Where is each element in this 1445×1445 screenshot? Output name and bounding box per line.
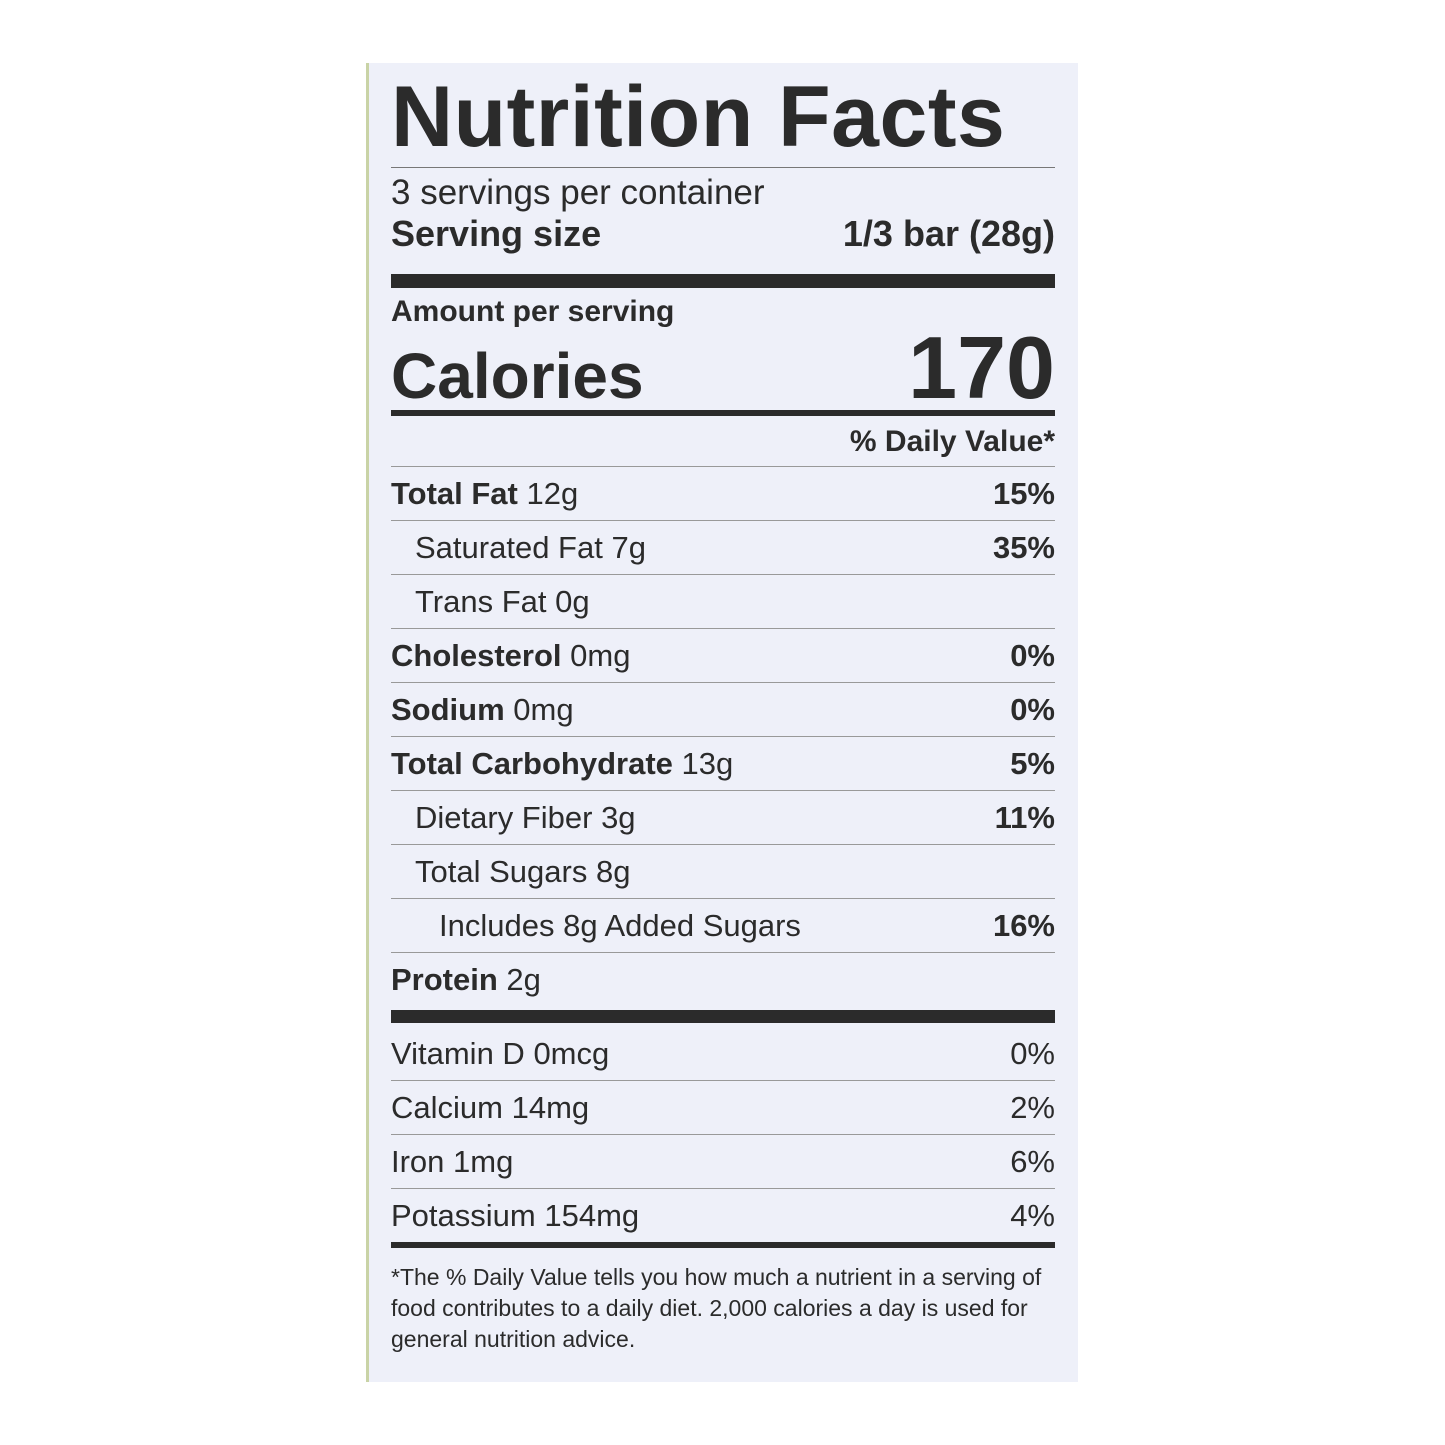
nutrition-label: Nutrition Facts 3 servings per container… [366, 63, 1078, 1382]
nutrient: Total Sugars 8g [415, 854, 630, 890]
daily-value: 0% [1010, 637, 1055, 673]
vitamin: Iron 1mg [391, 1144, 513, 1180]
nutrient: Total Carbohydrate 13g [391, 746, 733, 782]
nutrient-row: Dietary Fiber 3g 11% [391, 791, 1055, 845]
nutrient: Sodium 0mg [391, 692, 574, 728]
nutrient-row: Sodium 0mg 0% [391, 683, 1055, 737]
label: Serving size [391, 213, 602, 254]
nutrient-row: Total Fat 12g 15% [391, 467, 1055, 521]
vitamin-name: Potassium [391, 1197, 536, 1233]
nutrient-row: Protein 2g [391, 953, 1055, 1006]
nutrient: Dietary Fiber 3g [415, 800, 636, 836]
value: 170 [908, 318, 1055, 417]
nutrient-name: Dietary Fiber [415, 799, 593, 835]
vitamin-amount: 0mcg [533, 1035, 610, 1071]
vitamin: Vitamin D 0mcg [391, 1036, 609, 1072]
rule [391, 1242, 1055, 1248]
nutrient-amount: 2g [506, 961, 541, 997]
nutrient-amount: 7g [611, 529, 646, 565]
daily-value: 35% [992, 529, 1055, 565]
daily-value: 2% [1010, 1089, 1055, 1125]
vitamin-name: Vitamin D [391, 1035, 525, 1071]
nutrient-name: Trans Fat [415, 583, 547, 619]
nutrient: Includes 8g Added Sugars [439, 908, 801, 944]
nutrient-amount: 0mg [513, 691, 574, 727]
nutrient-amount: 8g [595, 853, 631, 889]
nutrient-amount: 0g [555, 583, 590, 619]
nutrient-name: Includes 8g Added Sugars [439, 907, 801, 943]
nutrient-row: Includes 8g Added Sugars 16% [391, 899, 1055, 953]
daily-value: 5% [1010, 745, 1055, 781]
nutrient-row: Total Carbohydrate 13g 5% [391, 737, 1055, 791]
nutrient-row: Cholesterol 0mg 0% [391, 629, 1055, 683]
vitamin-name: Iron [391, 1143, 445, 1179]
nutrient-name: Sodium [391, 691, 505, 727]
footnote: *The % Daily Value tells you how much a … [391, 1264, 1042, 1352]
nutrient-amount: 0mg [570, 637, 631, 673]
daily-value: 16% [992, 907, 1055, 943]
title: Nutrition Facts [391, 63, 1055, 168]
nutrient-amount: 12g [526, 475, 579, 511]
nutrients: Total Fat 12g 15% Saturated Fat 7g 35% Trans… [391, 467, 1055, 1006]
daily-value: 6% [1010, 1143, 1055, 1179]
vitamin-amount: 1mg [453, 1143, 514, 1179]
nutrient-row: Saturated Fat 7g 35% [391, 521, 1055, 575]
vitamin: Potassium 154mg [391, 1198, 639, 1234]
nutrient-name: Total Fat [391, 475, 518, 511]
nutrient-name: Protein [391, 961, 498, 997]
nutrient-amount: 13g [681, 745, 734, 781]
nutrient: Saturated Fat 7g [415, 530, 646, 566]
nutrient-name: Total Sugars [415, 853, 588, 889]
nutrient-name: Cholesterol [391, 637, 562, 673]
nutrient: Total Fat 12g [391, 476, 578, 512]
vitamin-row: Vitamin D 0mcg 0% [391, 1027, 1055, 1081]
value: 1/3 bar (28g) [842, 213, 1055, 254]
daily-value: 0% [1010, 691, 1055, 727]
nutrient-name: Saturated Fat [415, 529, 603, 565]
vitamin-name: Calcium [391, 1089, 503, 1125]
vitamin: Calcium 14mg [391, 1090, 589, 1126]
vitamin-row: Potassium 154mg 4% [391, 1189, 1055, 1242]
nutrient-row: Trans Fat 0g [391, 575, 1055, 629]
nutrient-amount: 3g [601, 799, 636, 835]
rule [391, 410, 1055, 416]
vitamin-amount: 14mg [511, 1089, 590, 1125]
vitamins: Vitamin D 0mcg 0% Calcium 14mg 2% Iron 1mg 6%… [391, 1027, 1055, 1242]
daily-value: 0% [1010, 1035, 1055, 1071]
servings-per-container: 3 servings per container [391, 173, 765, 212]
daily-value: 4% [1010, 1197, 1055, 1233]
daily-value-header: % Daily Value* [391, 416, 1055, 467]
label: Calories [391, 340, 644, 412]
rule [391, 274, 1055, 288]
vitamin-amount: 154mg [544, 1197, 640, 1233]
nutrient: Cholesterol 0mg [391, 638, 630, 674]
daily-value: 15% [992, 475, 1055, 511]
rule [391, 1010, 1055, 1023]
amount-per-serving: Amount per serving [391, 295, 675, 328]
calories: Calories 170 [391, 318, 1055, 417]
nutrient: Protein 2g [391, 962, 541, 998]
nutrient-row: Total Sugars 8g [391, 845, 1055, 899]
vitamin-row: Calcium 14mg 2% [391, 1081, 1055, 1135]
nutrient: Trans Fat 0g [415, 584, 590, 620]
nutrient-name: Total Carbohydrate [391, 745, 673, 781]
vitamin-row: Iron 1mg 6% [391, 1135, 1055, 1189]
serving-size: Serving size 1/3 bar (28g) [391, 210, 1055, 258]
daily-value: 11% [994, 799, 1055, 835]
